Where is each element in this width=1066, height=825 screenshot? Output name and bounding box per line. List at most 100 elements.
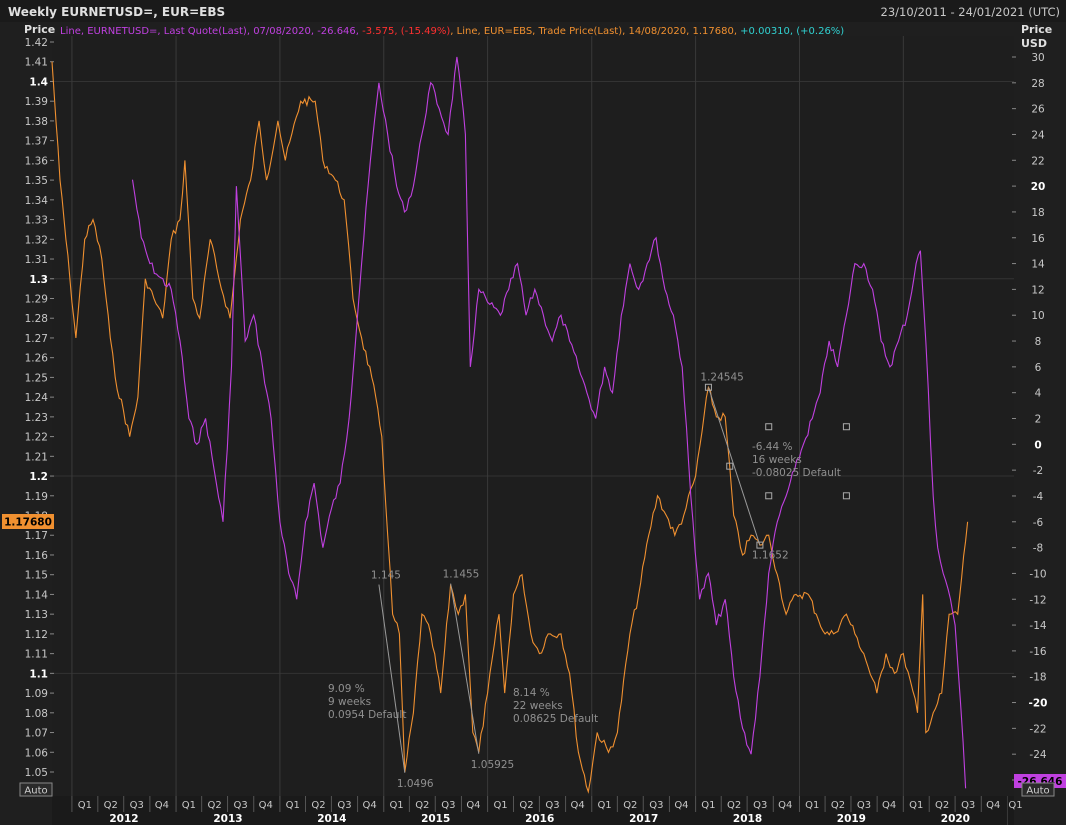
right-axis-unit: USD [1021, 37, 1047, 50]
measure-line [378, 584, 406, 773]
right-tick-label: 4 [1035, 388, 1042, 400]
annotation-ann-105925: 1.05925 [471, 759, 514, 771]
quarter-label: Q3 [649, 800, 663, 811]
left-tick-label: 1.12 [25, 629, 48, 641]
quarter-label: Q2 [727, 800, 741, 811]
left-tick-label: 1.08 [25, 708, 48, 720]
series-line-eurnetusd [131, 56, 967, 789]
right-tick-label: 16 [1031, 233, 1045, 245]
right-tick-label: -8 [1033, 543, 1043, 555]
quarter-label: Q4 [986, 800, 1000, 811]
quarter-label: Q3 [130, 800, 144, 811]
right-tick-label: 12 [1031, 284, 1044, 296]
annotation-ann-124545: 1.24545 [700, 371, 743, 383]
grid [52, 36, 1014, 825]
left-tick-label: 1.4 [29, 76, 48, 88]
right-tick-label: 2 [1035, 414, 1042, 426]
quarter-label: Q1 [805, 800, 819, 811]
quarter-label: Q2 [207, 800, 221, 811]
left-tick-label: 1.31 [25, 254, 48, 266]
measure-note-line: 22 weeks [513, 700, 563, 712]
quarter-label: Q2 [415, 800, 429, 811]
x-axis-band [52, 796, 1014, 825]
measure-handle[interactable] [765, 423, 773, 431]
left-axis-ticks: 1.42 1.41 1.4 1.39 1.38 1.37 1.36 1.35 1.34 1.33 1… [25, 37, 54, 779]
quarter-label: Q4 [674, 800, 688, 811]
left-tick-label: 1.19 [25, 491, 48, 503]
quarter-label: Q1 [597, 800, 611, 811]
measure-handle[interactable] [842, 492, 850, 500]
left-axis-title: Price [24, 23, 55, 36]
quarter-label: Q3 [441, 800, 455, 811]
measure-note-line: 8.14 % [513, 687, 550, 699]
right-tick-label: 14 [1031, 259, 1045, 271]
quarter-label: Q3 [337, 800, 351, 811]
left-tick-label: 1.42 [25, 37, 48, 49]
left-tick-label: 1.38 [25, 116, 48, 128]
right-tick-label: 10 [1031, 310, 1044, 322]
left-tick-label: 1.3 [29, 274, 48, 286]
right-tick-label: -20 [1029, 698, 1048, 710]
right-axis-title: Price [1021, 23, 1052, 36]
left-tick-label: 1.36 [25, 155, 49, 167]
left-tick-label: 1.32 [25, 234, 48, 246]
left-tick-label: 1.29 [25, 293, 48, 305]
quarter-label: Q2 [831, 800, 845, 811]
quarter-label: Q4 [570, 800, 584, 811]
annotation-ann-11455: 1.1455 [443, 569, 480, 581]
series-layer [51, 56, 969, 794]
right-axis-ticks: 302826242220181614121086420-2-4-6-8-10-1… [1012, 52, 1047, 787]
quarter-label: Q4 [778, 800, 792, 811]
right-tick-label: -4 [1033, 491, 1044, 503]
year-label: 2014 [317, 813, 346, 825]
measure-handle[interactable] [726, 462, 734, 470]
quarter-label: Q4 [466, 800, 480, 811]
quarter-label: Q1 [701, 800, 715, 811]
measure-note-line: 0.08625 Default [513, 713, 598, 725]
right-tick-label: 0 [1034, 439, 1041, 451]
left-tick-label: 1.22 [25, 432, 48, 444]
year-label: 2012 [109, 813, 138, 825]
measure-handle[interactable] [704, 383, 712, 391]
legend-orange-change: +0.00310, (+0.26%) [740, 26, 844, 37]
measure-handle[interactable] [765, 492, 773, 500]
left-tick-label: 1.1 [29, 668, 48, 680]
annotation-ann-10496: 1.0496 [397, 778, 434, 790]
left-tick-label: 1.11 [25, 649, 48, 661]
left-tick-label: 1.34 [25, 195, 49, 207]
left-tick-label: 1.17 [25, 530, 48, 542]
plot-area[interactable] [52, 36, 1014, 796]
left-tick-label: 1.09 [25, 688, 48, 700]
left-tick-label: 1.28 [25, 313, 48, 325]
left-tick-label: 1.05 [25, 767, 48, 779]
measure-handle[interactable] [756, 541, 764, 549]
quarter-label: Q4 [155, 800, 169, 811]
quarter-label: Q3 [545, 800, 559, 811]
legend-purple-change: -3.575, (-15.49%) [362, 26, 450, 37]
right-tick-label: -10 [1029, 568, 1046, 580]
quarter-label: Q2 [311, 800, 325, 811]
quarter-label: Q2 [104, 800, 118, 811]
quarter-label: Q1 [1008, 800, 1022, 811]
left-tick-label: 1.41 [25, 57, 48, 69]
year-label: 2013 [213, 813, 242, 825]
right-tick-label: -14 [1029, 620, 1046, 632]
left-tick-label: 1.23 [25, 412, 48, 424]
quarter-label: Q1 [389, 800, 403, 811]
right-auto-button[interactable]: Auto [1021, 782, 1055, 797]
right-tick-label: -16 [1029, 646, 1046, 658]
left-tick-label: 1.13 [25, 609, 48, 621]
measure-handle[interactable] [842, 423, 850, 431]
measure-line [707, 387, 761, 546]
quarter-label: Q3 [753, 800, 767, 811]
left-current-value-box: 1.17680 [2, 514, 54, 529]
quarter-label: Q4 [882, 800, 896, 811]
right-tick-label: -6 [1033, 517, 1044, 529]
quarter-label: Q4 [362, 800, 376, 811]
left-auto-button[interactable]: Auto [19, 782, 53, 797]
year-label: 2020 [941, 813, 970, 825]
right-tick-label: 22 [1031, 155, 1044, 167]
quarter-label: Q1 [493, 800, 507, 811]
